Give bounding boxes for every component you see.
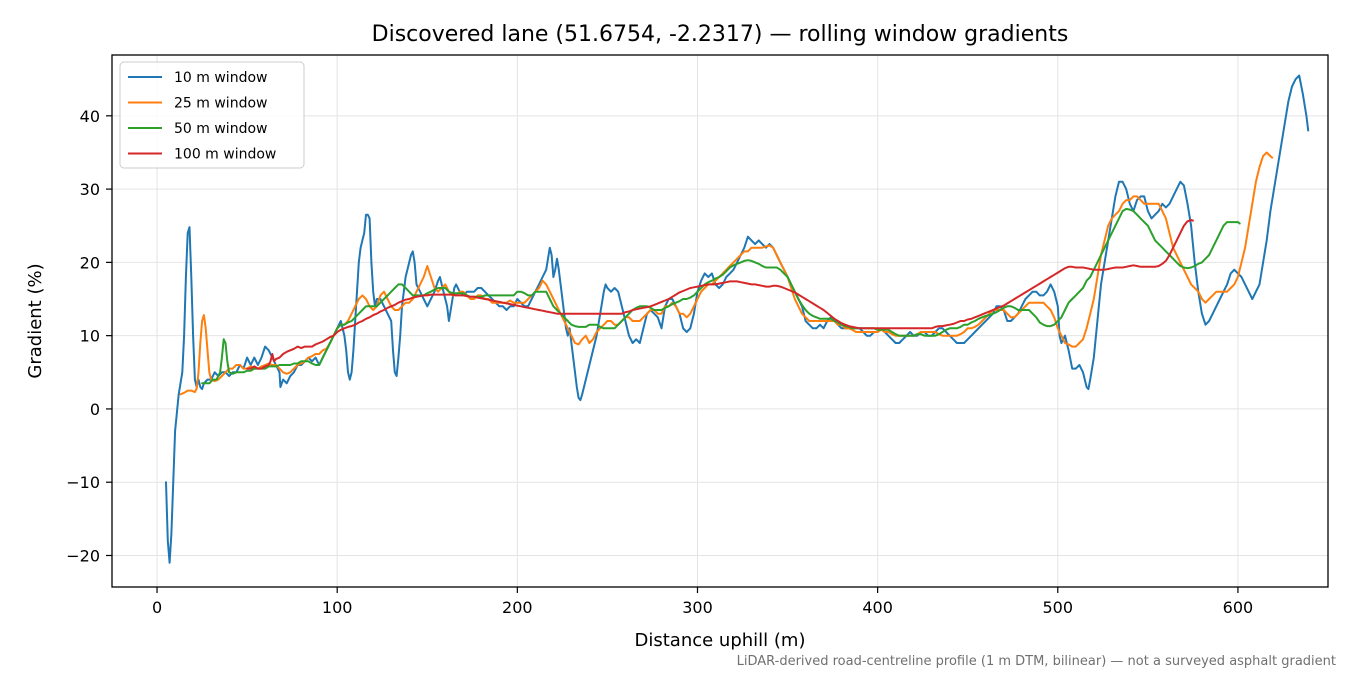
- grid-lines: [112, 55, 1328, 587]
- x-axis-label: Distance uphill (m): [635, 630, 806, 651]
- y-tick-label: 40: [80, 107, 100, 126]
- y-tick-label: −20: [66, 546, 100, 565]
- chart-title: Discovered lane (51.6754, -2.2317) — rol…: [372, 22, 1069, 47]
- legend-label: 25 m window: [174, 96, 267, 112]
- x-tick-label: 0: [152, 598, 162, 617]
- y-tick-label: 30: [80, 180, 100, 199]
- legend: 10 m window 25 m window 50 m window 100 m w…: [119, 61, 305, 169]
- legend-label: 10 m window: [174, 70, 267, 86]
- legend-label: 100 m window: [174, 147, 276, 163]
- footnote: LiDAR-derived road-centreline profile (1…: [737, 654, 1336, 669]
- y-tick-label: 10: [80, 327, 100, 346]
- y-tick-label: −10: [66, 473, 100, 492]
- axis-ticks: 0 100 200 300 400 500 600 −20 −10 0 10 20 30 40: [66, 107, 1253, 617]
- plot-frame: [111, 54, 1329, 588]
- x-tick-label: 400: [862, 598, 893, 617]
- y-tick-label: 0: [90, 400, 100, 419]
- x-tick-label: 300: [682, 598, 713, 617]
- x-tick-label: 500: [1043, 598, 1074, 617]
- x-tick-label: 200: [502, 598, 533, 617]
- y-tick-label: 20: [80, 253, 100, 272]
- series-lines: [165, 74, 1310, 564]
- x-tick-label: 600: [1223, 598, 1254, 617]
- legend-label: 50 m window: [174, 121, 267, 137]
- legend-box: [119, 61, 305, 169]
- y-axis-label: Gradient (%): [25, 263, 46, 378]
- x-tick-label: 100: [322, 598, 353, 617]
- series-line-4: [246, 218, 1194, 370]
- series-line-3: [201, 207, 1241, 385]
